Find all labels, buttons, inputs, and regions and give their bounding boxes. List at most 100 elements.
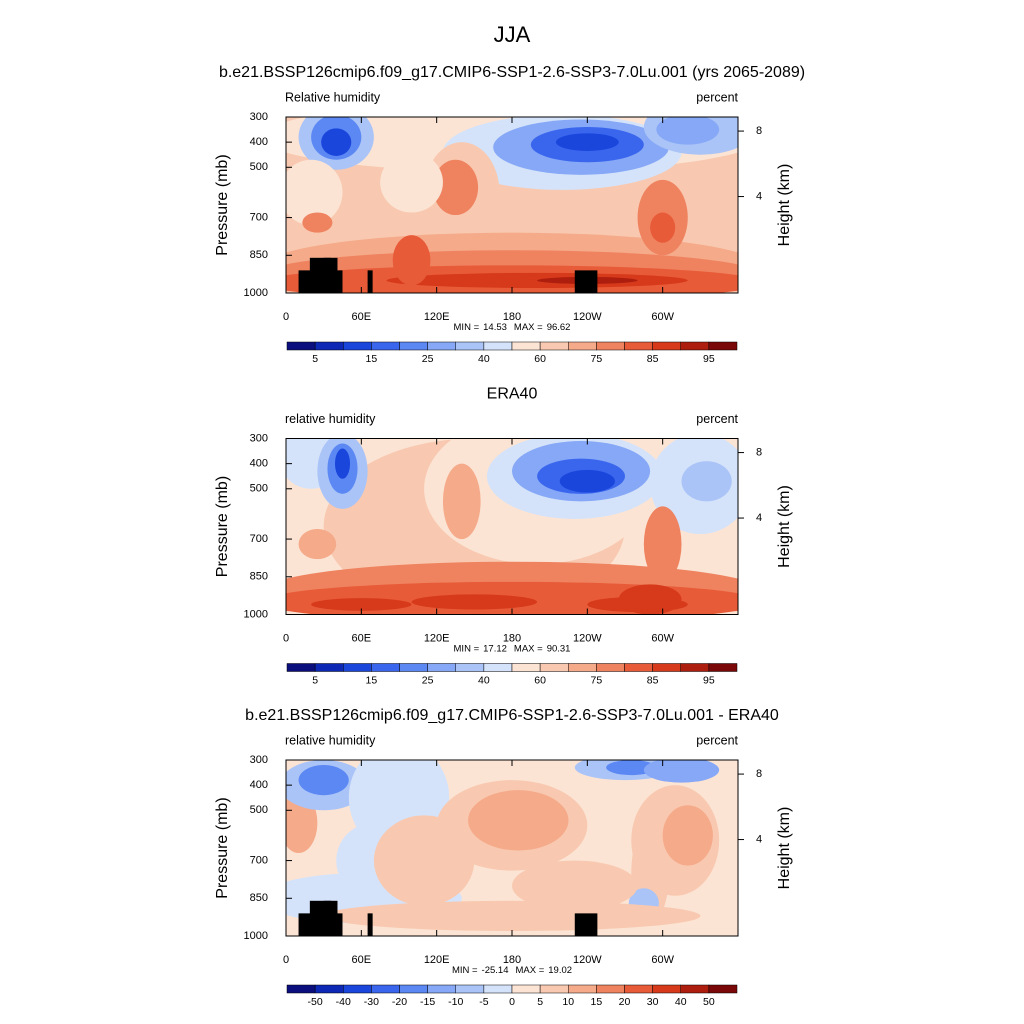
y-tick-label: 700 (250, 854, 268, 866)
colorbar-box (680, 341, 710, 351)
y-tick-label: 850 (250, 249, 268, 261)
min-max-part: 14.53 (483, 322, 507, 333)
y-tick-label: 300 (250, 432, 268, 444)
colorbar-box (652, 984, 681, 994)
colorbar-label: 60 (534, 353, 546, 365)
colorbar-box (652, 341, 681, 351)
min-max-part: MAX = (514, 643, 543, 654)
colorbar-box (286, 663, 316, 672)
colorbar-label: 15 (366, 674, 378, 686)
x-tick-label: 60W (651, 632, 674, 644)
colorbar-label: 40 (478, 674, 490, 686)
colorbar-box (314, 984, 344, 994)
colorbar-box (624, 984, 653, 994)
y-axis-label: Pressure (mb) (214, 154, 231, 255)
terrain (574, 270, 598, 293)
y-tick-label: 400 (250, 779, 268, 791)
y2-tick-label: 4 (756, 512, 762, 524)
colorbar-label: -50 (308, 996, 323, 1008)
y-tick-label: 500 (250, 804, 268, 816)
colorbar-box (624, 663, 653, 672)
x-tick-label: 0 (283, 954, 289, 966)
min-max: MIN = -25.14 MAX = 19.02 (452, 965, 572, 976)
colorbar-box (455, 984, 485, 994)
colorbar-label: 95 (703, 674, 715, 686)
x-tick-label: 60E (352, 311, 372, 323)
contour-region (286, 159, 343, 226)
colorbar-label: 40 (478, 353, 490, 365)
x-tick-label: 120W (573, 311, 602, 323)
y2-tick-label: 4 (756, 190, 762, 202)
y-tick-label: 850 (250, 571, 268, 583)
colorbar-box (371, 341, 400, 351)
y2-tick-label: 8 (756, 768, 762, 780)
colorbar-box (539, 984, 569, 994)
y-tick-label: 1000 (244, 287, 268, 299)
colorbar-box (483, 341, 513, 351)
colorbar-box (511, 341, 541, 351)
colorbar-box (314, 341, 344, 351)
min-max: MIN = 17.12 MAX = 90.31 (454, 643, 571, 654)
y-tick-label: 400 (250, 458, 268, 470)
colorbar-label: 85 (647, 353, 659, 365)
colorbar-label: 25 (422, 674, 434, 686)
contour-region (323, 900, 701, 931)
x-tick-label: 120E (424, 632, 450, 644)
colorbar-label: -10 (448, 996, 463, 1008)
min-max: MIN = 14.53 MAX = 96.62 (454, 322, 571, 333)
panel-title: b.e21.BSSP126cmip6.f09_g17.CMIP6-SSP1-2.… (219, 64, 805, 81)
contour-region (681, 461, 732, 502)
contour-region (643, 506, 682, 582)
colorbar-label: -15 (420, 996, 435, 1008)
colorbar-label: 5 (312, 353, 318, 365)
colorbar-box (568, 341, 597, 351)
x-tick-label: 0 (283, 311, 289, 323)
contour-region (618, 584, 682, 615)
contour-region (643, 760, 720, 783)
field-label: relative humidity (285, 733, 376, 747)
colorbar-label: 60 (534, 674, 546, 686)
colorbar-box (343, 984, 372, 994)
y-axis-label: Pressure (mb) (214, 476, 231, 577)
colorbar-label: 50 (703, 996, 715, 1008)
colorbar-box (314, 663, 344, 672)
terrain (367, 913, 373, 936)
y-tick-label: 1000 (244, 608, 268, 620)
colorbar-box (680, 984, 710, 994)
terrain (323, 257, 332, 293)
terrain (367, 270, 373, 293)
min-max-part: MIN = (452, 965, 478, 976)
panel-title: ERA40 (487, 386, 538, 403)
colorbar-label: 5 (312, 674, 318, 686)
y2-axis-label: Height (km) (776, 485, 793, 568)
x-tick-label: 0 (283, 632, 289, 644)
colorbar-label: 25 (422, 353, 434, 365)
colorbar-label: -5 (479, 996, 488, 1008)
colorbar-box (343, 663, 372, 672)
terrain (323, 900, 332, 936)
colorbar-label: 75 (591, 353, 603, 365)
min-max-part: MAX = (514, 322, 543, 333)
colorbar-box (511, 984, 541, 994)
field-label: relative humidity (285, 412, 376, 426)
y-tick-label: 500 (250, 483, 268, 495)
contour-region (662, 805, 713, 866)
field-label: Relative humidity (285, 90, 381, 104)
contour-field (286, 117, 738, 293)
contour-field (286, 438, 738, 615)
colorbar-box (511, 663, 541, 672)
colorbar-label: 85 (647, 674, 659, 686)
colorbar-box (680, 663, 710, 672)
colorbar-box (596, 984, 625, 994)
colorbar-box (708, 341, 738, 351)
y-tick-label: 500 (250, 161, 268, 173)
colorbar-box (286, 984, 316, 994)
colorbar-box (652, 663, 681, 672)
colorbar-box (624, 341, 653, 351)
x-tick-label: 180 (503, 632, 521, 644)
colorbar-box (399, 984, 428, 994)
min-max-part: 90.31 (547, 643, 571, 654)
x-tick-label: 60W (651, 954, 674, 966)
